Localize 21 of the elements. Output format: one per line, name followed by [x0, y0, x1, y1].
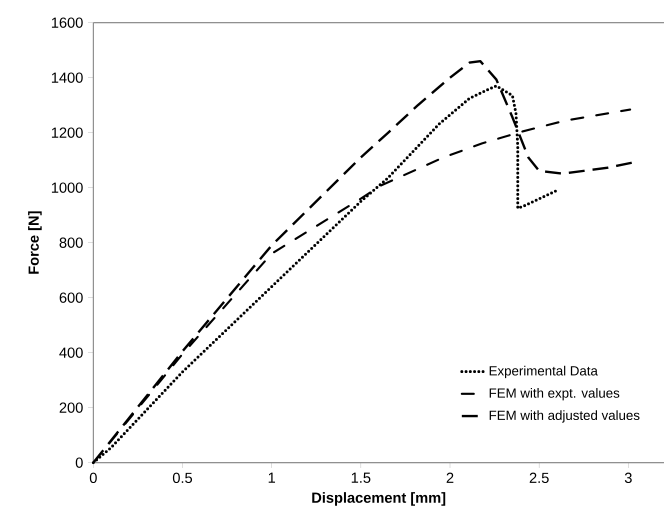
x-tick-label: 2.5 [530, 472, 549, 484]
x-tick-label: 1.5 [352, 472, 370, 484]
legend-label: Experimental Data [490, 366, 598, 378]
y-tick-label: 1600 [52, 18, 83, 28]
x-tick-label: 2 [446, 472, 454, 484]
y-tick-label: 1200 [52, 128, 83, 138]
y-tick-label: 600 [60, 292, 83, 304]
y-tick-label: 400 [59, 348, 83, 358]
y-axis-title: Force [N] [28, 212, 42, 274]
x-tick-label: 3 [624, 472, 632, 484]
x-tick-label: 1 [268, 472, 276, 483]
y-tick-label: 200 [60, 402, 83, 414]
y-tick-label: 800 [60, 238, 83, 248]
x-axis-title: Displacement [mm] [312, 492, 446, 506]
y-tick-label: 0 [76, 458, 83, 468]
legend-label: FEM with adjusted values [490, 410, 640, 423]
x-tick-label: 0 [90, 472, 97, 484]
legend-label: FEM with expt. values [490, 388, 620, 401]
y-tick-label: 1000 [52, 182, 83, 194]
x-tick-label: 0.5 [172, 472, 192, 484]
y-tick-label: 1400 [52, 72, 83, 84]
